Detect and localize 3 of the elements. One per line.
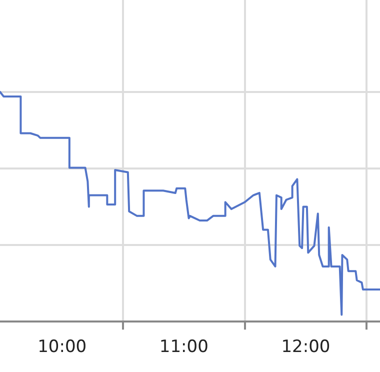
x-tick-label: 12:00 (281, 337, 330, 358)
x-tick-label: 11:00 (159, 337, 208, 358)
x-tick-label: 10:00 (38, 337, 87, 358)
